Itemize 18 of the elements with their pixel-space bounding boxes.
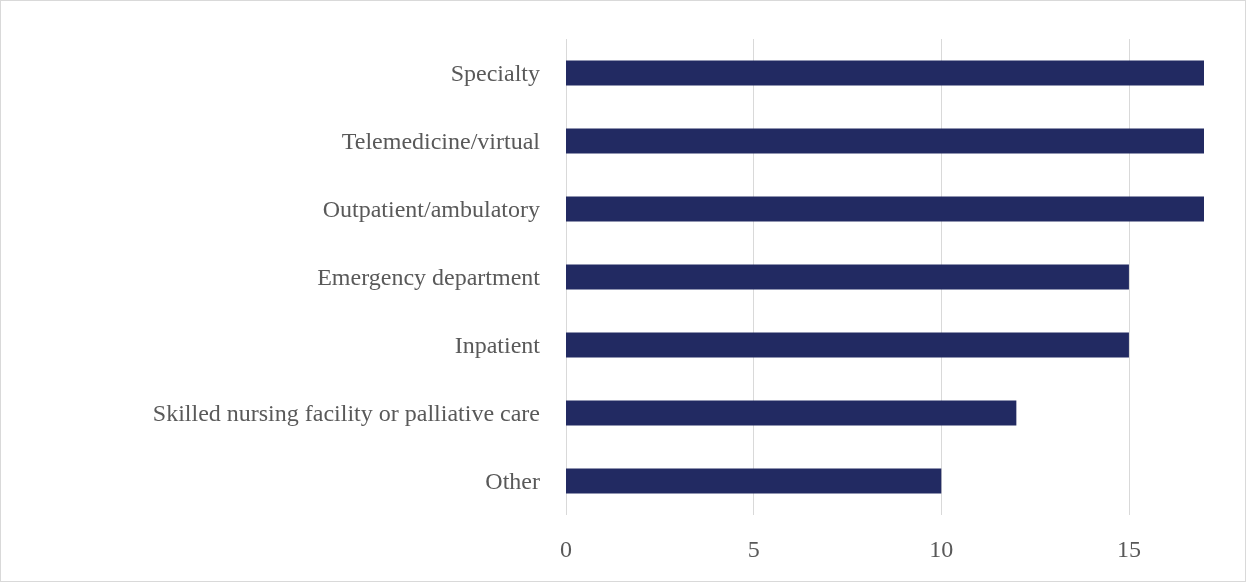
bar [566,400,1017,426]
bar [566,332,1129,358]
y-tick-label: Telemedicine/virtual [341,128,541,154]
x-tick-label: 10 [929,536,954,562]
y-tick-label: Outpatient/ambulatory [322,196,540,222]
y-tick-label: Skilled nursing facility or palliative care [152,400,540,426]
x-tick-label: 15 [1116,536,1141,562]
y-tick-label: Specialty [450,60,540,86]
bar [566,468,942,494]
bar [566,128,1204,154]
x-tick-label: 5 [747,536,760,562]
bar [566,264,1129,290]
y-tick-label: Inpatient [454,332,541,358]
bar [566,60,1204,86]
x-tick-label: 0 [560,536,572,562]
y-tick-label: Other [485,468,540,494]
bar [566,196,1204,222]
y-tick-label: Emergency department [317,264,541,290]
